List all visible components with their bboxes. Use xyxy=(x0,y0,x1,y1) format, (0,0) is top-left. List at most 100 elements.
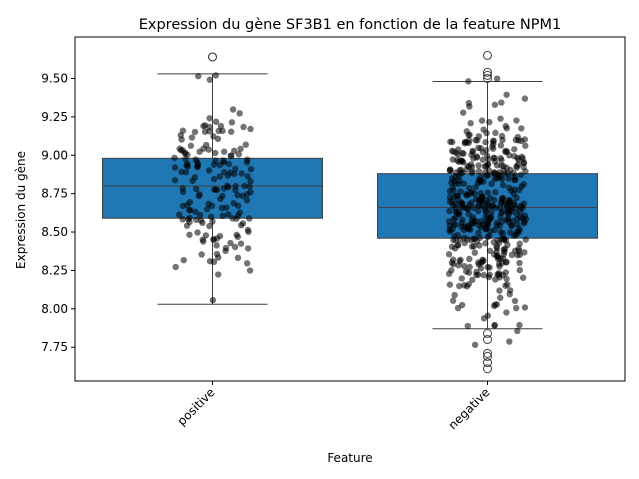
strip-point xyxy=(475,202,482,210)
strip-point xyxy=(212,118,220,125)
strip-point xyxy=(501,248,508,255)
strip-point xyxy=(199,219,206,227)
strip-point xyxy=(464,322,471,330)
strip-point xyxy=(470,204,477,212)
box-group-negative xyxy=(377,50,598,374)
strip-point xyxy=(458,223,465,230)
strip-point xyxy=(225,211,232,218)
strip-point xyxy=(519,204,526,212)
strip-point xyxy=(445,251,453,258)
strip-point xyxy=(231,243,239,251)
strip-point xyxy=(222,247,229,255)
strip-point xyxy=(229,106,237,113)
strip-point xyxy=(514,221,521,228)
strip-point xyxy=(220,157,227,164)
strip-point xyxy=(171,164,179,171)
strip-point xyxy=(516,321,523,329)
strip-point xyxy=(227,152,235,159)
strip-point xyxy=(228,119,236,126)
strip-point xyxy=(482,139,489,146)
strip-point xyxy=(213,242,220,249)
strip-point xyxy=(521,304,529,311)
strip-point xyxy=(244,173,251,180)
strip-point xyxy=(484,263,491,271)
strip-point xyxy=(491,322,498,329)
strip-point xyxy=(219,192,226,200)
strip-point xyxy=(212,72,220,79)
strip-point xyxy=(516,266,524,274)
strip-point xyxy=(203,141,210,149)
strip-point xyxy=(219,212,227,220)
y-tick-label: 9.00 xyxy=(41,148,68,162)
strip-point xyxy=(497,115,504,122)
strip-point xyxy=(245,228,252,236)
outlier-point xyxy=(483,73,492,83)
strip-point xyxy=(210,258,218,266)
strip-point xyxy=(213,235,221,242)
strip-point xyxy=(491,154,498,162)
strip-point xyxy=(511,152,518,160)
strip-point xyxy=(451,291,458,299)
x-axis: positive negative xyxy=(174,381,493,432)
strip-point xyxy=(187,142,195,149)
strip-point xyxy=(499,181,507,189)
strip-point xyxy=(506,152,513,159)
strip-point xyxy=(220,148,228,155)
strip-point xyxy=(237,240,245,247)
strip-point xyxy=(465,78,472,85)
strip-point xyxy=(192,208,199,216)
strip-point xyxy=(217,122,225,130)
strip-point xyxy=(212,157,219,164)
strip-point xyxy=(182,168,190,176)
strip-point xyxy=(225,160,233,168)
strip-point xyxy=(505,215,512,223)
strip-point xyxy=(234,191,241,199)
plot-area xyxy=(102,50,598,374)
strip-point xyxy=(507,166,514,174)
strip-point xyxy=(503,91,510,98)
strip-point xyxy=(247,125,254,133)
strip-point xyxy=(520,164,527,171)
strip-point xyxy=(450,215,457,223)
strip-point xyxy=(475,144,482,152)
strip-point xyxy=(464,236,471,243)
strip-point xyxy=(478,117,486,124)
strip-point xyxy=(192,185,200,193)
outlier-point xyxy=(483,70,492,80)
strip-point xyxy=(497,154,504,162)
strip-point xyxy=(246,183,253,190)
strip-point xyxy=(191,174,199,181)
strip-point xyxy=(493,75,501,82)
strip-point xyxy=(191,128,199,136)
strip-point xyxy=(213,250,221,258)
strip-point xyxy=(505,184,513,192)
strip-point xyxy=(206,222,213,230)
strip-point xyxy=(239,192,246,200)
outlier-point xyxy=(483,358,492,368)
strip-point xyxy=(487,227,494,235)
strip-point xyxy=(235,151,243,158)
strip-point xyxy=(466,103,473,110)
strip-point xyxy=(486,271,493,278)
strip-point xyxy=(492,276,499,283)
strip-point xyxy=(206,76,214,83)
strip-point xyxy=(493,174,501,182)
strip-point xyxy=(482,213,490,220)
strip-point xyxy=(473,154,481,161)
strip-point xyxy=(491,101,499,108)
strip-point xyxy=(171,154,178,161)
strip-point xyxy=(446,207,453,215)
strip-point xyxy=(454,242,462,249)
strip-point xyxy=(221,168,228,176)
chart-title: Expression du gène SF3B1 en fonction de … xyxy=(139,17,562,33)
strip-point xyxy=(458,199,465,206)
strip-point xyxy=(484,161,492,169)
strip-point xyxy=(465,163,473,170)
strip-point xyxy=(200,122,207,130)
y-tick-label: 9.50 xyxy=(41,71,68,85)
strip-point xyxy=(244,245,252,252)
strip-point xyxy=(496,204,503,211)
outlier-point xyxy=(483,348,492,358)
strip-point xyxy=(236,110,243,117)
strip-point xyxy=(459,149,466,157)
